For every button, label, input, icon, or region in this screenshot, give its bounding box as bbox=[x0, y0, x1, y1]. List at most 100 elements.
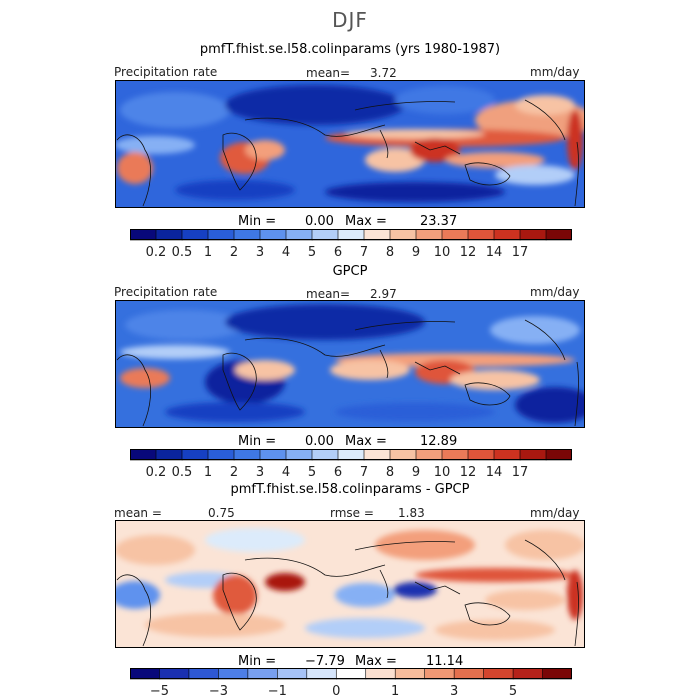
panel1-max-value: 23.37 bbox=[420, 214, 458, 229]
panel1-colorbar-swatch-5 bbox=[259, 229, 287, 241]
panel1-colorbar-swatch-0 bbox=[130, 229, 157, 241]
panel2-colorbar-tick-label: 14 bbox=[486, 465, 503, 479]
panel2-colorbar-swatch-13 bbox=[467, 449, 495, 461]
panel1-colorbar-tick-label: 10 bbox=[434, 245, 451, 259]
panel3-colorbar-tick-label: −1 bbox=[268, 684, 287, 698]
panel3-max-label: Max = bbox=[355, 654, 397, 669]
panel2-units: mm/day bbox=[530, 285, 580, 299]
panel1-colorbar-tick-label: 9 bbox=[412, 245, 420, 259]
panel2-colorbar-tick-label: 3 bbox=[256, 465, 264, 479]
panel3-colorbar-tick-label: −3 bbox=[209, 684, 228, 698]
panel3-colorbar-swatch-7 bbox=[335, 668, 367, 680]
panel1-colorbar-swatch-3 bbox=[207, 229, 235, 241]
panel1-colorbar-tick-label: 5 bbox=[308, 245, 316, 259]
panel1-colorbar-tick-label: 17 bbox=[512, 245, 529, 259]
panel1-min-label: Min = bbox=[238, 214, 277, 229]
panel2-colorbar-swatch-0 bbox=[130, 449, 157, 461]
panel1-colorbar-tick-label: 8 bbox=[386, 245, 394, 259]
panel3-colorbar-swatch-9 bbox=[394, 668, 426, 680]
panel1-mean-label: mean= bbox=[306, 66, 351, 80]
panel3-colorbar-swatch-6 bbox=[306, 668, 337, 680]
panel1-colorbar-swatch-13 bbox=[467, 229, 495, 241]
panel3-colorbar-tick-label: 3 bbox=[450, 684, 458, 698]
panel3-colorbar-swatch-13 bbox=[512, 668, 544, 680]
panel2-colorbar-swatch-16 bbox=[545, 449, 572, 461]
panel2-colorbar-tick-label: 8 bbox=[386, 465, 394, 479]
panel2-colorbar-swatch-3 bbox=[207, 449, 235, 461]
panel3-colorbar-swatch-3 bbox=[218, 668, 249, 680]
panel2-colorbar-tick-label: 9 bbox=[412, 465, 420, 479]
panel1-units: mm/day bbox=[530, 65, 580, 79]
panel3-min-value: −7.79 bbox=[305, 654, 345, 669]
panel1-colorbar-swatch-1 bbox=[155, 229, 183, 241]
panel2-max-value: 12.89 bbox=[420, 434, 458, 449]
panel3-colorbar-swatch-5 bbox=[277, 668, 308, 680]
panel3-rmse-value: 1.83 bbox=[398, 506, 425, 520]
panel2-colorbar-swatch-7 bbox=[311, 449, 339, 461]
panel1-title: pmfT.fhist.se.l58.colinparams (yrs 1980-… bbox=[199, 42, 501, 57]
panel3-colorbar-swatch-0 bbox=[130, 668, 161, 680]
panel2-colorbar-tick-label: 2 bbox=[230, 465, 238, 479]
panel1-colorbar-tick-label: 6 bbox=[334, 245, 342, 259]
panel3-colorbar: −5 −3 −1 0 1 3 5 bbox=[130, 668, 572, 698]
panel2-colorbar-tick-label: 4 bbox=[282, 465, 290, 479]
panel3-rmse-label: rmse = bbox=[330, 506, 374, 520]
panel2-precip-map bbox=[115, 300, 585, 428]
panel1-min-value: 0.00 bbox=[305, 214, 334, 229]
panel1-colorbar-swatch-9 bbox=[363, 229, 391, 241]
panel2-colorbar-tick-label: 7 bbox=[360, 465, 368, 479]
panel3-colorbar-tick-label: 1 bbox=[391, 684, 399, 698]
panel1-colorbar-swatch-8 bbox=[337, 229, 365, 241]
panel1-colorbar-swatch-16 bbox=[545, 229, 572, 241]
panel3-colorbar-swatch-10 bbox=[424, 668, 455, 680]
panel3-colorbar-outline bbox=[130, 668, 572, 679]
panel1-colorbar-tick-label: 12 bbox=[460, 245, 477, 259]
panel2-mean-label: mean= bbox=[306, 287, 351, 301]
panel2-min-label: Min = bbox=[238, 434, 277, 449]
panel1-colorbar-tick-label: 4 bbox=[282, 245, 290, 259]
panel1-colorbar-outline bbox=[130, 229, 572, 240]
panel2-colorbar-swatch-1 bbox=[155, 449, 183, 461]
panel2-colorbar-tick-label: 5 bbox=[308, 465, 316, 479]
panel1-max-label: Max = bbox=[345, 214, 387, 229]
panel3-colorbar-tick-label: 5 bbox=[509, 684, 517, 698]
panel3-units: mm/day bbox=[530, 506, 580, 520]
panel3-min-label: Min = bbox=[238, 654, 277, 669]
panel1-colorbar: 0.2 0.5 1 2 3 4 5 6 7 8 9 10 12 14 17 bbox=[130, 229, 572, 259]
panel2-colorbar-swatch-12 bbox=[441, 449, 469, 461]
panel3-title: pmfT.fhist.se.l58.colinparams - GPCP bbox=[230, 482, 470, 497]
panel2-mean-value: 2.97 bbox=[370, 287, 397, 301]
panel1-mean-value: 3.72 bbox=[370, 66, 397, 80]
panel3-colorbar-swatch-1 bbox=[159, 668, 190, 680]
panel3-colorbar-swatch-2 bbox=[188, 668, 220, 680]
panel1-colorbar-swatch-2 bbox=[181, 229, 209, 241]
panel2-colorbar-swatch-5 bbox=[259, 449, 287, 461]
panel2-variable-label: Precipitation rate bbox=[114, 285, 218, 299]
panel2-colorbar-outline bbox=[130, 449, 572, 460]
panel1-colorbar-swatch-15 bbox=[519, 229, 547, 241]
season-title: DJF bbox=[332, 8, 368, 32]
panel3-colorbar-tick-label: 0 bbox=[332, 684, 340, 698]
panel3-mean-value: 0.75 bbox=[208, 506, 235, 520]
panel2-colorbar-tick-label: 0.5 bbox=[172, 465, 193, 479]
panel3-colorbar-swatch-11 bbox=[453, 668, 485, 680]
panel2-colorbar-tick-label: 0.2 bbox=[146, 465, 167, 479]
panel2-colorbar-tick-label: 10 bbox=[434, 465, 451, 479]
panel2-colorbar-swatch-8 bbox=[337, 449, 365, 461]
panel1-colorbar-swatch-4 bbox=[233, 229, 261, 241]
panel3-colorbar-swatch-4 bbox=[247, 668, 278, 680]
panel2-colorbar: 0.2 0.5 1 2 3 4 5 6 7 8 9 10 12 14 17 bbox=[130, 449, 572, 479]
panel2-colorbar-swatch-4 bbox=[233, 449, 261, 461]
panel1-colorbar-swatch-12 bbox=[441, 229, 469, 241]
panel2-colorbar-swatch-11 bbox=[415, 449, 443, 461]
panel1-colorbar-swatch-11 bbox=[415, 229, 443, 241]
panel1-colorbar-swatch-14 bbox=[493, 229, 521, 241]
panel2-colorbar-swatch-2 bbox=[181, 449, 209, 461]
panel2-colorbar-swatch-9 bbox=[363, 449, 391, 461]
panel2-colorbar-swatch-10 bbox=[389, 449, 417, 461]
panel2-max-label: Max = bbox=[345, 434, 387, 449]
panel2-colorbar-swatch-15 bbox=[519, 449, 547, 461]
panel2-colorbar-swatch-14 bbox=[493, 449, 521, 461]
panel1-colorbar-tick-label: 2 bbox=[230, 245, 238, 259]
panel2-min-value: 0.00 bbox=[305, 434, 334, 449]
